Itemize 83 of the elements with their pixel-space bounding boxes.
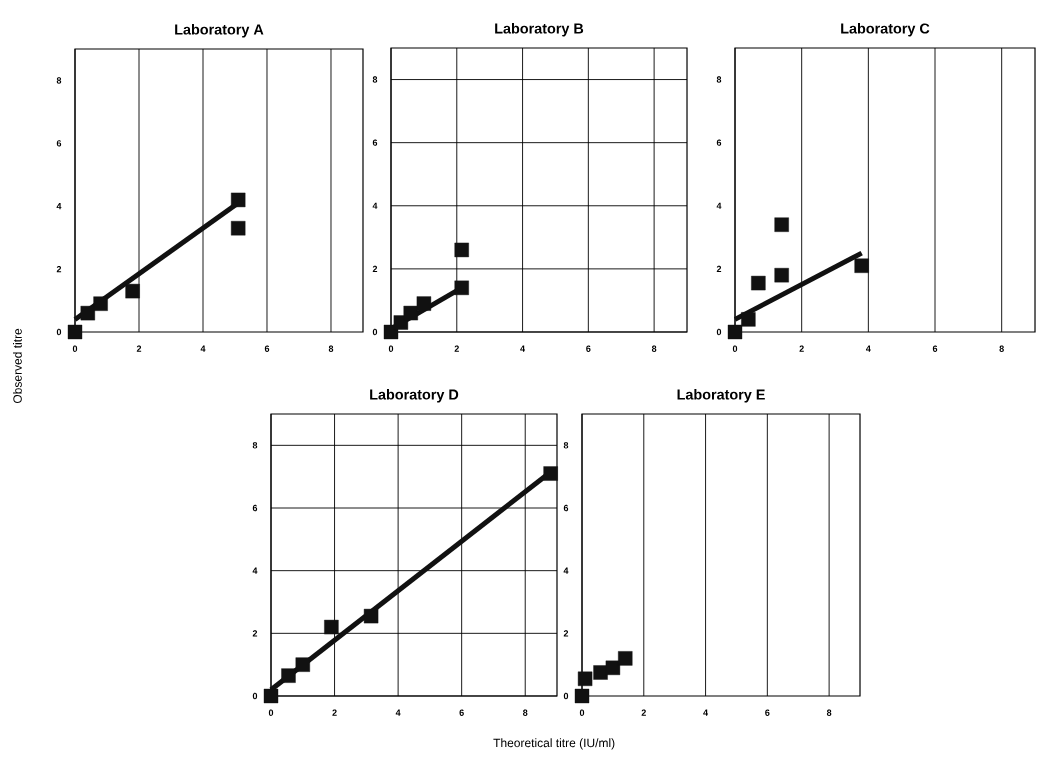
chart-title: Laboratory C [841, 23, 930, 37]
x-tick-label: 4 [395, 709, 401, 716]
y-tick-label: 0 [252, 692, 258, 700]
y-tick-label: 0 [372, 328, 378, 336]
x-tick-label: 4 [200, 345, 206, 352]
y-tick-label: 2 [252, 630, 258, 637]
y-tick-label: 6 [563, 504, 569, 512]
chart-title: Laboratory D [370, 389, 459, 403]
x-tick-label: 8 [651, 345, 657, 352]
x-tick-label: 2 [641, 709, 646, 716]
point [363, 608, 379, 624]
x-tick-label: 6 [459, 709, 464, 716]
y-tick-label: 0 [563, 692, 569, 700]
y-axis-title: Observed titre [13, 328, 22, 404]
y-tick-label: 8 [56, 77, 62, 84]
x-tick-label: 6 [932, 345, 938, 352]
y-tick-label: 4 [252, 567, 258, 574]
y-tick-label: 6 [252, 504, 258, 512]
x-tick-label: 8 [328, 345, 334, 352]
y-tick-label: 4 [56, 203, 62, 210]
point [741, 312, 756, 327]
point [67, 324, 83, 340]
y-tick-label: 6 [56, 140, 62, 147]
y-tick-label: 6 [716, 139, 722, 146]
x-tick-label: 8 [999, 345, 1004, 352]
y-tick-label: 4 [716, 202, 722, 209]
y-tick-label: 2 [56, 265, 62, 273]
x-tick-label: 0 [268, 709, 274, 716]
point [80, 305, 95, 321]
x-tick-label: 4 [520, 345, 526, 352]
point [93, 296, 108, 311]
y-tick-label: 2 [372, 265, 378, 273]
point [231, 192, 246, 208]
point [263, 688, 279, 704]
y-tick-label: 4 [563, 567, 569, 574]
point [125, 283, 140, 299]
point [295, 657, 310, 672]
point [605, 660, 621, 675]
y-tick-label: 2 [716, 265, 722, 273]
x-tick-label: 4 [865, 345, 871, 352]
point [454, 242, 469, 258]
point [543, 466, 558, 481]
point [416, 296, 432, 311]
x-tick-label: 2 [454, 345, 459, 352]
point [774, 267, 789, 283]
point [727, 324, 743, 340]
point [403, 305, 418, 321]
y-tick-label: 8 [716, 76, 722, 83]
point [454, 280, 469, 296]
point [774, 217, 789, 232]
x-tick-label: 8 [523, 709, 528, 716]
x-tick-label: 8 [826, 709, 832, 716]
y-tick-label: 8 [372, 76, 378, 83]
point [574, 688, 590, 704]
x-axis-title: Theoretical titre (IU/ml) [493, 738, 615, 750]
y-tick-label: 6 [372, 139, 378, 146]
y-tick-label: 8 [252, 442, 258, 449]
point [231, 221, 246, 236]
point [751, 275, 766, 291]
y-tick-label: 8 [563, 442, 569, 449]
x-tick-label: 2 [332, 709, 337, 716]
point [324, 619, 339, 635]
x-tick-label: 2 [136, 345, 142, 352]
point [618, 651, 633, 666]
x-tick-label: 0 [732, 345, 738, 352]
chart-title: Laboratory A [175, 24, 264, 38]
y-tick-label: 4 [372, 202, 378, 209]
x-tick-label: 0 [72, 345, 78, 352]
x-tick-label: 6 [586, 345, 591, 352]
x-tick-label: 4 [703, 709, 709, 716]
y-tick-label: 0 [56, 328, 62, 336]
point [854, 258, 869, 273]
x-tick-label: 0 [579, 709, 585, 716]
chart-title: Laboratory B [495, 23, 584, 37]
x-tick-label: 6 [765, 709, 770, 716]
point [281, 668, 296, 683]
y-tick-label: 0 [716, 328, 722, 336]
point [577, 671, 593, 686]
chart-title: Laboratory E [677, 389, 765, 403]
y-tick-label: 2 [563, 630, 569, 637]
x-tick-label: 6 [264, 345, 270, 352]
x-tick-label: 0 [388, 345, 394, 352]
x-tick-label: 2 [799, 345, 804, 352]
